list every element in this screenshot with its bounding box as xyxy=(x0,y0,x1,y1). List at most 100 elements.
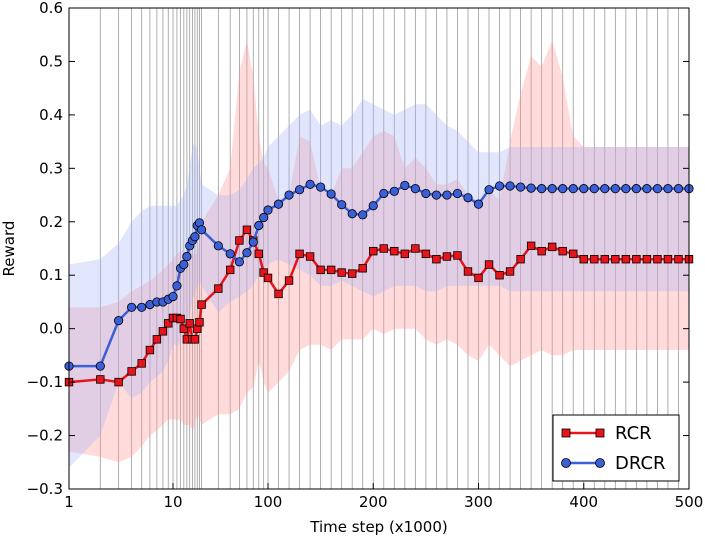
data-point-rcr xyxy=(190,335,200,344)
data-point-drcr xyxy=(505,181,515,191)
y-tick-label: 0.3 xyxy=(39,159,63,177)
data-point-drcr xyxy=(196,225,207,235)
data-point-rcr xyxy=(235,236,244,245)
data-point-rcr xyxy=(379,244,388,253)
y-tick-label: 0.5 xyxy=(39,52,63,70)
data-point-drcr xyxy=(579,184,589,194)
data-point-rcr xyxy=(164,319,173,328)
data-point-drcr xyxy=(568,184,578,194)
data-point-rcr xyxy=(369,246,378,256)
data-point-drcr xyxy=(263,205,273,215)
data-point-drcr xyxy=(421,188,431,199)
data-point-rcr xyxy=(547,242,557,252)
data-point-drcr xyxy=(294,185,305,195)
y-tick-label: 0.0 xyxy=(39,320,63,338)
data-point-drcr xyxy=(358,210,368,220)
legend-marker xyxy=(561,428,571,438)
data-point-drcr xyxy=(337,200,347,210)
data-point-drcr xyxy=(621,184,631,194)
data-point-drcr xyxy=(127,302,137,312)
data-point-drcr xyxy=(179,259,189,270)
data-point-rcr xyxy=(474,273,483,283)
data-point-drcr xyxy=(190,232,200,242)
data-point-rcr xyxy=(337,268,346,277)
data-point-drcr xyxy=(431,190,441,200)
x-tick-label: 1 xyxy=(64,493,74,511)
data-point-rcr xyxy=(347,269,357,278)
data-point-drcr xyxy=(631,184,641,194)
x-tick-label: 300 xyxy=(464,493,493,511)
data-point-drcr xyxy=(234,257,245,267)
data-point-rcr xyxy=(390,246,399,256)
x-tick-label: 10 xyxy=(163,493,182,511)
data-point-drcr xyxy=(494,181,505,191)
data-point-drcr xyxy=(547,184,557,194)
data-point-rcr xyxy=(579,254,588,264)
data-point-drcr xyxy=(305,179,315,189)
data-point-drcr xyxy=(515,182,526,192)
data-point-drcr xyxy=(273,199,284,209)
data-point-drcr xyxy=(213,241,223,251)
data-point-rcr xyxy=(463,267,473,276)
data-point-rcr xyxy=(179,324,189,333)
data-point-rcr xyxy=(225,265,235,275)
data-point-drcr xyxy=(558,184,568,194)
data-point-rcr xyxy=(632,254,641,264)
data-point-rcr xyxy=(453,251,462,260)
y-tick-label: 0.1 xyxy=(39,266,63,284)
data-point-rcr xyxy=(442,252,452,261)
data-point-rcr xyxy=(432,254,441,264)
data-point-drcr xyxy=(642,184,652,194)
y-tick-label: 0.6 xyxy=(39,0,63,17)
data-point-rcr xyxy=(284,276,294,285)
plot-frame xyxy=(68,7,690,490)
y-tick-label: 0.2 xyxy=(39,213,63,231)
data-point-drcr xyxy=(225,249,235,259)
data-point-drcr xyxy=(442,190,452,200)
legend-box xyxy=(552,414,680,482)
data-point-drcr xyxy=(526,183,536,193)
data-point-rcr xyxy=(305,252,315,261)
x-tick-label: 400 xyxy=(569,493,598,511)
data-point-rcr xyxy=(214,284,223,293)
data-point-rcr xyxy=(176,314,185,324)
data-point-drcr xyxy=(242,248,252,258)
data-point-rcr xyxy=(197,300,206,309)
data-point-rcr xyxy=(516,254,525,264)
data-point-rcr xyxy=(569,249,578,259)
data-point-drcr xyxy=(663,184,673,194)
legend-marker xyxy=(561,458,571,468)
data-point-drcr xyxy=(95,361,105,371)
data-point-drcr xyxy=(589,184,599,194)
data-point-rcr xyxy=(254,249,263,259)
data-point-drcr xyxy=(484,185,494,195)
data-point-rcr xyxy=(495,271,504,280)
data-point-rcr xyxy=(295,249,304,259)
legend: RCR DRCR xyxy=(552,414,680,482)
data-point-rcr xyxy=(621,254,631,264)
y-tick-label: −0.3 xyxy=(27,480,63,498)
data-point-drcr xyxy=(389,186,399,196)
data-point-drcr xyxy=(316,182,326,192)
data-point-drcr xyxy=(254,220,264,231)
data-point-rcr xyxy=(411,244,420,253)
data-point-drcr xyxy=(168,291,178,302)
data-point-rcr xyxy=(259,268,268,277)
y-axis-label: Reward xyxy=(0,221,18,277)
data-point-rcr xyxy=(653,254,662,264)
data-point-rcr xyxy=(263,273,273,283)
data-point-drcr xyxy=(248,237,258,247)
data-point-rcr xyxy=(137,359,146,368)
data-point-drcr xyxy=(452,188,463,199)
data-point-drcr xyxy=(259,212,269,223)
y-tick-label: −0.2 xyxy=(27,427,63,445)
x-axis-label: Time step (x1000) xyxy=(309,518,447,536)
axis-ticks: −0.3 −0.2 −0.1 0.0 0.1 0.2 0.3 0.4 0.5 0.6 1 10 100 2… xyxy=(27,0,704,511)
data-point-drcr xyxy=(600,184,610,194)
x-tick-label: 100 xyxy=(254,493,283,511)
data-point-rcr xyxy=(358,264,367,273)
data-point-drcr xyxy=(379,188,389,199)
data-point-drcr xyxy=(673,184,684,194)
data-point-drcr xyxy=(368,201,378,211)
